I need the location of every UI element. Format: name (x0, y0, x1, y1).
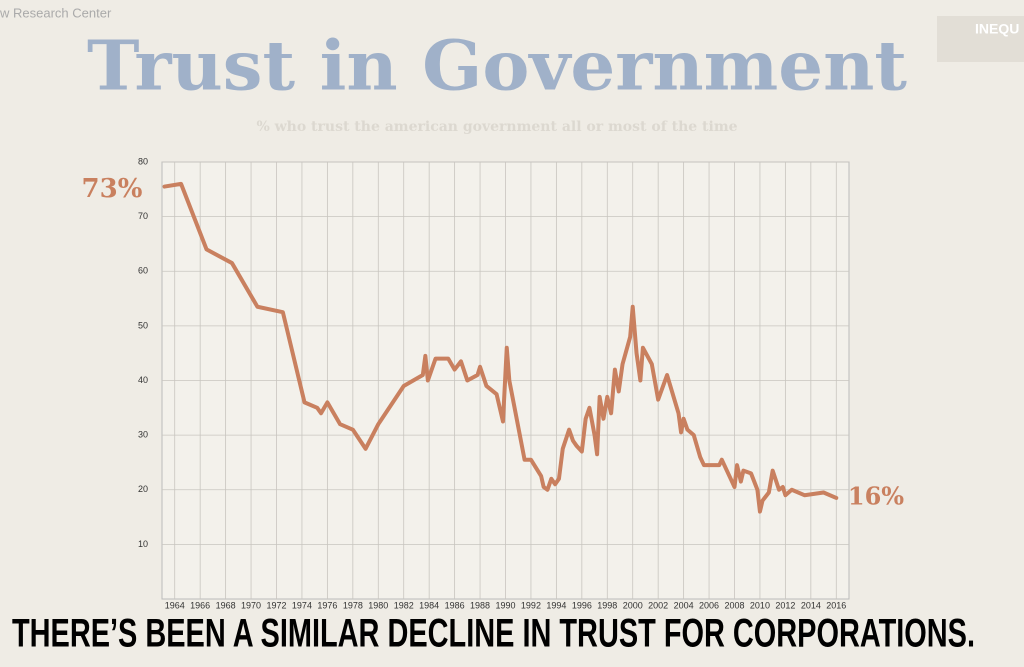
x-tick-label: 2008 (724, 600, 744, 610)
x-tick-label: 1980 (368, 600, 388, 610)
data-line (162, 181, 839, 514)
y-tick-label: 40 (138, 375, 148, 385)
annotation: 16% (848, 482, 904, 511)
x-tick-label: 1992 (521, 600, 541, 610)
annotation: 73% (82, 174, 143, 204)
x-tick-label: 2002 (648, 600, 668, 610)
x-tick-label: 1978 (343, 600, 363, 610)
caption: THERE’S BEEN A SIMILAR DECLINE IN TRUST … (12, 612, 975, 656)
logo-box (937, 16, 1024, 62)
x-tick-label: 2004 (674, 600, 694, 610)
x-tick-label: 2012 (775, 600, 795, 610)
x-tick-label: 2016 (826, 600, 846, 610)
logo: INEQU (975, 21, 1019, 37)
x-tick-label: 1968 (216, 600, 236, 610)
y-tick-label: 80 (138, 156, 148, 166)
x-tick-label: 1964 (165, 600, 185, 610)
y-tick-label: 30 (138, 430, 148, 440)
x-tick-label: 2014 (801, 600, 821, 610)
x-tick-label: 1966 (190, 600, 210, 610)
x-tick-label: 1998 (597, 600, 617, 610)
x-tick-label: 1970 (241, 600, 261, 610)
x-tick-label: 1974 (292, 600, 312, 610)
y-tick-label: 50 (138, 320, 148, 330)
y-tick-label: 10 (138, 539, 148, 549)
x-tick-label: 1994 (546, 600, 566, 610)
plot: 10 20 30 40 50 60 70 80 1964 1966 1968 1970 1972 1974… (138, 156, 850, 610)
y-tick-label: 60 (138, 266, 148, 276)
x-tick-label: 2000 (623, 600, 643, 610)
x-tick-label: 1996 (572, 600, 592, 610)
x-tick-label: 1982 (394, 600, 414, 610)
x-tick-label: 2010 (750, 600, 770, 610)
x-tick-label: 1988 (470, 600, 490, 610)
y-tick-label: 70 (138, 211, 148, 221)
chart-subtitle: % who trust the american government all … (256, 119, 737, 135)
x-tick-label: 1986 (445, 600, 465, 610)
chart-title: Trust in Government (87, 27, 908, 107)
y-tick-label: 20 (138, 484, 148, 494)
x-tick-label: 1984 (419, 600, 439, 610)
x-tick-label: 1976 (317, 600, 337, 610)
x-tick-label: 1972 (266, 600, 286, 610)
x-tick-label: 2006 (699, 600, 719, 610)
x-tick-label: 1990 (495, 600, 515, 610)
source: w Research Center (0, 5, 112, 20)
